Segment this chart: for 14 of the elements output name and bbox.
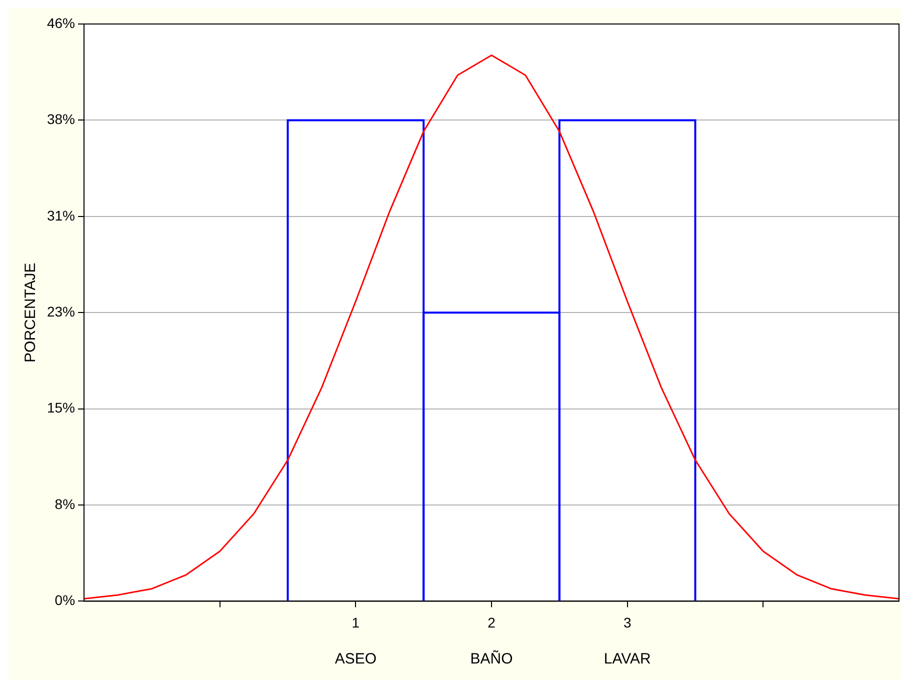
y-axis-title: PORCENTAJE xyxy=(22,262,40,362)
x-tick-label: 3 xyxy=(623,614,632,630)
y-tick-label: 0% xyxy=(54,592,76,608)
y-tick-label: 8% xyxy=(54,496,76,512)
y-tick-label: 31% xyxy=(46,207,76,224)
text: ASEO xyxy=(334,650,377,668)
x-tick-label: 2 xyxy=(488,614,496,630)
y-tick-label: 38% xyxy=(46,111,76,128)
y-tick-label: 23% xyxy=(46,303,76,320)
text: LAVAR xyxy=(604,650,651,668)
text: BAÑO xyxy=(470,649,513,668)
y-tick-label: 15% xyxy=(46,400,76,416)
x-tick-label: 1 xyxy=(352,614,360,630)
y-tick-label: 46% xyxy=(46,14,76,31)
